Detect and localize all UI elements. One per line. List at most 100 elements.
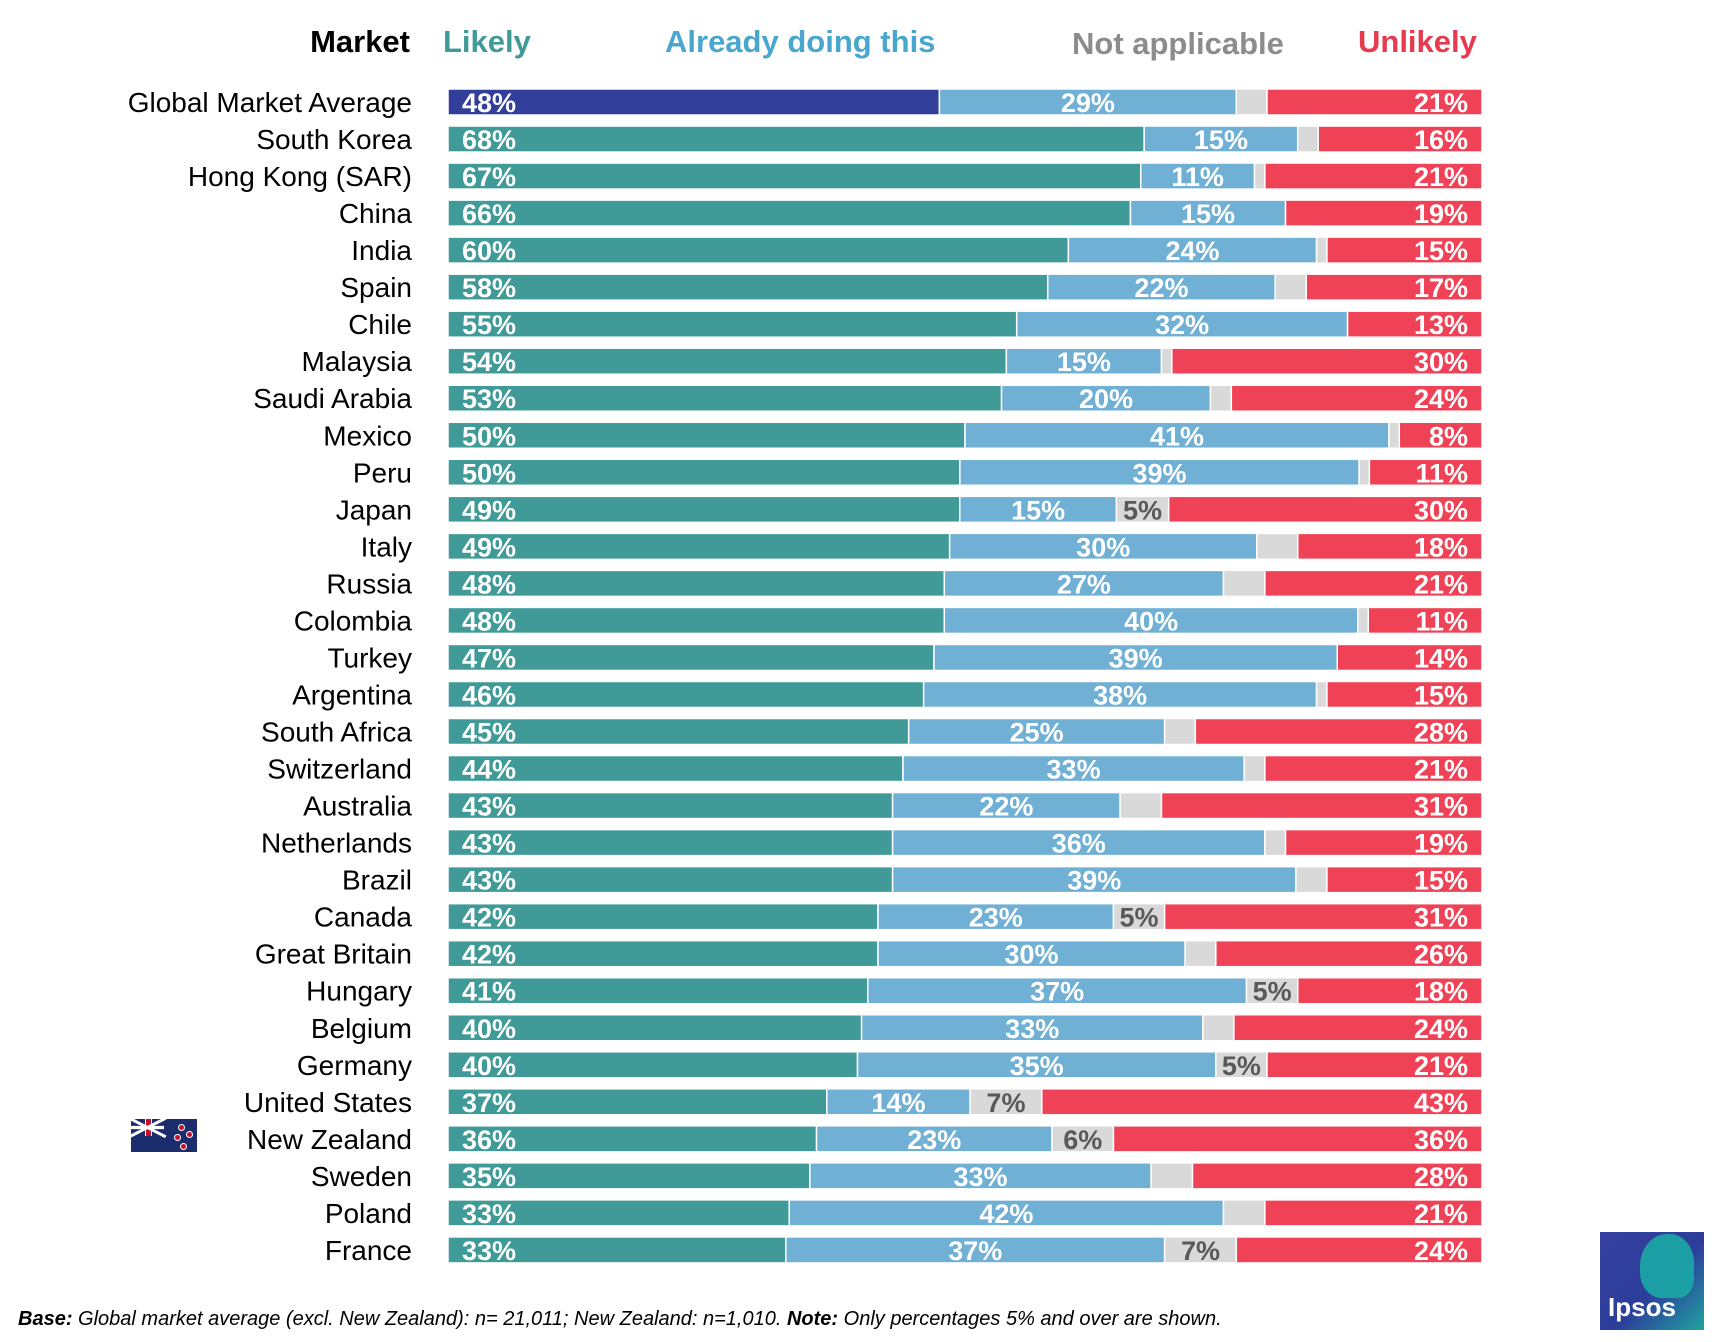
bar-segment-already bbox=[1140, 162, 1256, 190]
bar-segment-unlikely bbox=[1041, 1088, 1483, 1116]
category-label: Argentina bbox=[292, 679, 412, 710]
bar-segment-likely bbox=[447, 976, 869, 1005]
category-label: Chile bbox=[348, 309, 412, 340]
header-unlikely: Unlikely bbox=[1358, 24, 1478, 59]
value-label-already: 23% bbox=[969, 903, 1023, 933]
value-label-unlikely: 17% bbox=[1414, 273, 1468, 303]
value-label-already: 39% bbox=[1067, 866, 1121, 896]
flag-star bbox=[181, 1144, 186, 1149]
bar-segment-already bbox=[826, 1088, 971, 1116]
value-label-likely: 43% bbox=[462, 792, 516, 822]
category-label: Sweden bbox=[311, 1161, 412, 1192]
value-label-unlikely: 24% bbox=[1414, 1014, 1468, 1044]
category-label: Hungary bbox=[306, 976, 412, 1007]
value-label-unlikely: 28% bbox=[1414, 718, 1468, 748]
bar-segment-likely bbox=[447, 1162, 811, 1190]
value-label-likely: 50% bbox=[462, 421, 516, 451]
bar-segment-not-applicable bbox=[1357, 606, 1370, 635]
bar-segment-likely bbox=[447, 347, 1008, 375]
value-label-already: 39% bbox=[1109, 643, 1163, 673]
category-label: Malaysia bbox=[302, 346, 413, 377]
bar-segment-unlikely bbox=[1264, 569, 1483, 598]
category-label: South Africa bbox=[261, 717, 412, 748]
value-label-already: 15% bbox=[1181, 199, 1235, 229]
bar-segment-not-applicable bbox=[969, 1088, 1043, 1116]
category-label: China bbox=[339, 198, 413, 229]
footnote-note-label: Note: bbox=[786, 1308, 839, 1330]
value-label-already: 14% bbox=[871, 1088, 925, 1118]
bar-segment-unlikely bbox=[1230, 384, 1483, 412]
value-label-already: 15% bbox=[1194, 125, 1248, 155]
value-label-not-applicable: 5% bbox=[1253, 977, 1292, 1007]
bar-segment-unlikely bbox=[1296, 532, 1483, 561]
bar-segment-unlikely bbox=[1215, 939, 1483, 968]
category-label: Hong Kong (SAR) bbox=[188, 161, 412, 192]
value-label-unlikely: 15% bbox=[1414, 236, 1468, 266]
bar-segment-likely bbox=[447, 606, 946, 635]
value-label-likely: 40% bbox=[462, 1051, 516, 1081]
value-label-already: 15% bbox=[1057, 347, 1111, 377]
bar-segment-already bbox=[959, 458, 1360, 487]
bar-segment-likely bbox=[447, 717, 910, 746]
bar-segment-not-applicable bbox=[1202, 1014, 1235, 1042]
logo-text: Ipsos bbox=[1608, 1292, 1676, 1322]
value-label-unlikely: 19% bbox=[1414, 829, 1468, 859]
category-label: Switzerland bbox=[267, 754, 412, 785]
category-label: New Zealand bbox=[247, 1124, 412, 1155]
bar-segment-likely bbox=[447, 495, 961, 524]
value-label-unlikely: 24% bbox=[1414, 384, 1468, 414]
value-label-not-applicable: 6% bbox=[1063, 1125, 1102, 1155]
value-label-likely: 68% bbox=[462, 125, 516, 155]
bar-segment-not-applicable bbox=[1119, 791, 1163, 820]
value-label-already: 38% bbox=[1093, 680, 1147, 710]
value-label-likely: 42% bbox=[462, 903, 516, 933]
value-label-likely: 37% bbox=[462, 1088, 516, 1118]
value-label-already: 40% bbox=[1124, 606, 1178, 636]
value-label-likely: 48% bbox=[462, 569, 516, 599]
value-label-unlikely: 36% bbox=[1414, 1125, 1468, 1155]
bar-segment-unlikely bbox=[1235, 1236, 1483, 1264]
value-label-unlikely: 21% bbox=[1414, 88, 1468, 118]
value-label-unlikely: 21% bbox=[1414, 162, 1468, 192]
bar-segment-not-applicable bbox=[1150, 1162, 1194, 1190]
bar-segment-unlikely bbox=[1367, 606, 1483, 635]
flag-star bbox=[175, 1135, 180, 1140]
value-label-already: 35% bbox=[1010, 1051, 1064, 1081]
value-label-unlikely: 28% bbox=[1414, 1162, 1468, 1192]
bar-segment-unlikely bbox=[1368, 458, 1483, 487]
category-label: Japan bbox=[336, 494, 412, 525]
value-label-likely: 47% bbox=[462, 643, 516, 673]
value-label-likely: 54% bbox=[462, 347, 516, 377]
bar-segment-not-applicable bbox=[1222, 569, 1266, 598]
value-label-already: 22% bbox=[1134, 273, 1188, 303]
value-label-likely: 49% bbox=[462, 532, 516, 562]
flag-star bbox=[187, 1132, 192, 1137]
bar-segment-likely bbox=[447, 1199, 790, 1227]
value-label-already: 29% bbox=[1061, 88, 1115, 118]
bar-segment-likely bbox=[447, 199, 1132, 227]
value-label-likely: 45% bbox=[462, 718, 516, 748]
category-label: Italy bbox=[361, 531, 412, 562]
bar-segment-already bbox=[785, 1236, 1166, 1264]
bar-segment-likely bbox=[447, 1088, 828, 1116]
value-label-already: 30% bbox=[1076, 532, 1130, 562]
category-label: Mexico bbox=[323, 420, 412, 451]
category-label: United States bbox=[244, 1087, 412, 1118]
bar-segment-not-applicable bbox=[1264, 828, 1287, 857]
bar-segment-unlikely bbox=[1112, 1125, 1483, 1153]
value-label-already: 33% bbox=[1047, 755, 1101, 785]
category-label: Poland bbox=[325, 1198, 412, 1229]
value-label-already: 33% bbox=[1005, 1014, 1059, 1044]
value-label-already: 27% bbox=[1057, 569, 1111, 599]
value-label-likely: 43% bbox=[462, 866, 516, 896]
bar-segment-unlikely bbox=[1266, 88, 1483, 116]
bar-segment-unlikely bbox=[1171, 347, 1483, 375]
bar-segment-likely bbox=[447, 273, 1049, 301]
bar-segment-likely bbox=[447, 902, 879, 931]
value-label-likely: 43% bbox=[462, 829, 516, 859]
category-label: South Korea bbox=[256, 124, 412, 155]
value-label-already: 37% bbox=[948, 1236, 1002, 1266]
value-label-likely: 40% bbox=[462, 1014, 516, 1044]
bar-segment-unlikely bbox=[1326, 236, 1483, 264]
bar-segment-likely bbox=[447, 791, 894, 820]
